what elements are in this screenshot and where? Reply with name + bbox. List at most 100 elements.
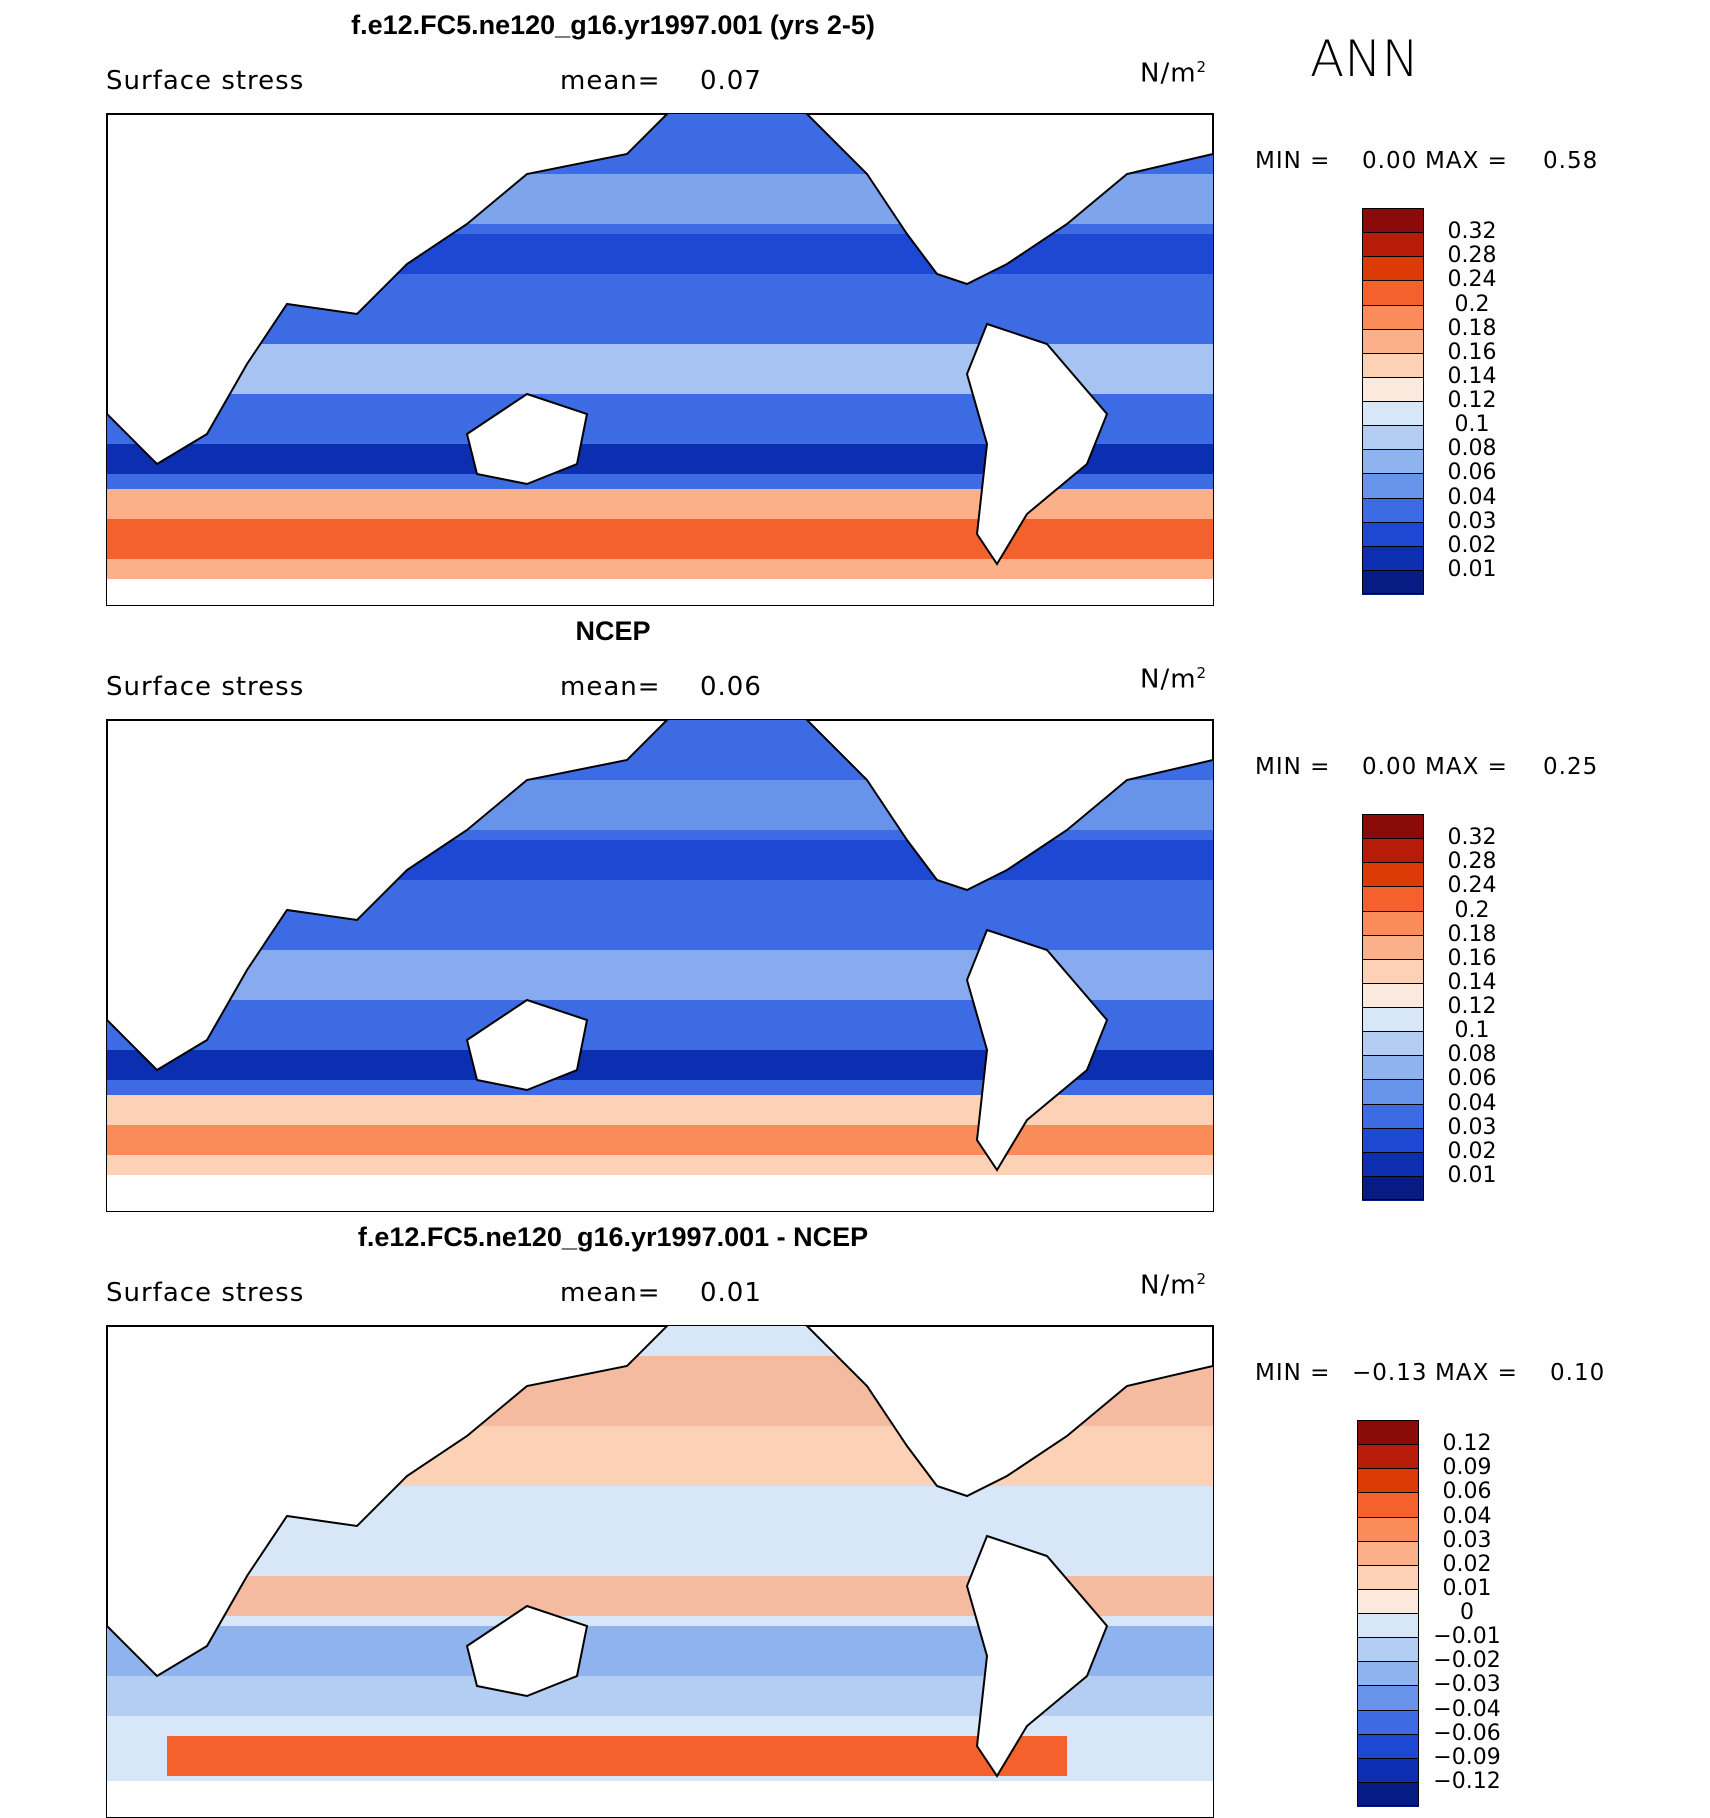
- colorbar-tick-label: 0.09: [1442, 1455, 1492, 1481]
- colorbar-swatch: [1362, 256, 1424, 282]
- colorbar-tick-label: 0.1: [1454, 1018, 1490, 1044]
- colorbar-tick-label: 0.12: [1447, 994, 1497, 1019]
- colorbar-tick-label: 0: [1460, 1600, 1474, 1625]
- colorbar-tick-label: 0.32: [1447, 219, 1497, 245]
- colorbar-frame: [1362, 814, 1424, 1200]
- colorbar-swatch: [1362, 425, 1424, 451]
- colorbar-tick-label: 0.14: [1447, 363, 1497, 389]
- panel-3-field: [107, 1326, 1213, 1817]
- colorbar-swatch: [1362, 982, 1424, 1008]
- colorbar-tick-label: 0.2: [1454, 897, 1490, 923]
- panel-1-colorbar: 0.32 0.28 0.24 0.2 0.18 0.16 0.14 0.12 0.1 0.08 0.…: [1362, 208, 1496, 595]
- colorbar-swatch: [1362, 376, 1424, 402]
- colorbar-tick-label: 0.16: [1447, 339, 1497, 365]
- panel-3-map: [106, 1325, 1214, 1818]
- colorbar-tick-label: 0.32: [1447, 825, 1497, 851]
- panel-3-variable: Surface stress: [106, 1278, 305, 1308]
- colorbar-swatch: [1362, 352, 1424, 378]
- colorbar-tick-label: 0.18: [1447, 921, 1497, 947]
- panel-1-units: N/m2: [1140, 58, 1208, 89]
- colorbar-swatch: [1357, 1468, 1419, 1494]
- colorbar-swatch: [1357, 1516, 1419, 1542]
- colorbar-tick-label: 0.12: [1447, 388, 1497, 413]
- colorbar-tick-label: 0.06: [1447, 460, 1497, 486]
- colorbar-tick-label: 0.03: [1442, 1527, 1492, 1553]
- panel-2-min-label: MIN =: [1255, 754, 1331, 780]
- panel-1-variable: Surface stress: [106, 66, 305, 96]
- panel-1-mean-value: 0.07: [700, 66, 762, 96]
- colorbar-swatch: [1362, 473, 1424, 499]
- colorbar-swatch: [1357, 1757, 1419, 1783]
- panel-2-title: NCEP: [575, 616, 651, 646]
- colorbar-tick-label: 0.04: [1447, 1090, 1497, 1116]
- colorbar-tick-label: 0.01: [1447, 1162, 1497, 1188]
- colorbar-tick-label: −0.09: [1433, 1744, 1501, 1770]
- colorbar-tick-label: −0.02: [1433, 1648, 1501, 1674]
- colorbar-tick-label: 0.24: [1447, 873, 1497, 899]
- panel-2-mean-label: mean=: [560, 672, 661, 702]
- colorbar-tick-label: 0.24: [1447, 267, 1497, 293]
- colorbar-tick-label: 0.01: [1442, 1575, 1492, 1601]
- colorbar-swatch: [1357, 1709, 1419, 1735]
- panel-1-mean-label: mean=: [560, 66, 661, 96]
- colorbar-swatch: [1362, 304, 1424, 330]
- colorbar-tick-label: −0.12: [1433, 1768, 1501, 1794]
- colorbar-swatch: [1362, 1079, 1424, 1105]
- colorbar-tick-label: 0.1: [1454, 412, 1490, 438]
- colorbar-swatch: [1362, 545, 1424, 571]
- panel-1-map: [106, 113, 1214, 606]
- panel-3-title: f.e12.FC5.ne120_g16.yr1997.001 - NCEP: [357, 1222, 869, 1252]
- colorbar-tick-label: 0.03: [1447, 508, 1497, 534]
- colorbar-swatch: [1362, 1151, 1424, 1177]
- colorbar-tick-label: 0.08: [1447, 1042, 1497, 1068]
- panel-3-mean-value: 0.01: [700, 1278, 762, 1308]
- panel-2-colorbar: 0.32 0.28 0.24 0.2 0.18 0.16 0.14 0.12 0.1 0.08 0.…: [1362, 814, 1496, 1201]
- colorbar-swatch: [1362, 521, 1424, 547]
- colorbar-tick-label: 0.28: [1447, 849, 1497, 875]
- colorbar-swatch: [1357, 1588, 1419, 1614]
- colorbar-swatch: [1357, 1661, 1419, 1687]
- season-label: ANN: [1310, 30, 1420, 88]
- colorbar-tick-label: 0.18: [1447, 315, 1497, 341]
- colorbar-tick-label: −0.06: [1433, 1720, 1501, 1746]
- colorbar-swatch: [1362, 1055, 1424, 1081]
- colorbar-tick-label: 0.01: [1447, 556, 1497, 582]
- colorbar-swatch: [1362, 886, 1424, 912]
- colorbar-frame: [1357, 1420, 1419, 1806]
- colorbar-tick-label: 0.16: [1447, 945, 1497, 971]
- colorbar-swatch: [1362, 814, 1424, 839]
- colorbar-swatch: [1362, 401, 1424, 427]
- colorbar-swatch: [1362, 208, 1424, 233]
- colorbar-tick-label: −0.01: [1433, 1624, 1501, 1650]
- colorbar-tick-label: 0.02: [1442, 1551, 1492, 1577]
- panel-3-min-label: MIN =: [1255, 1360, 1331, 1386]
- colorbar-swatch: [1362, 862, 1424, 888]
- panel-3-units: N/m2: [1140, 1270, 1208, 1301]
- colorbar-tick-label: 0.08: [1447, 436, 1497, 462]
- colorbar-swatch: [1357, 1564, 1419, 1590]
- panel-2-mean-value: 0.06: [700, 672, 762, 702]
- panel-2-min-value: 0.00: [1362, 754, 1418, 780]
- colorbar-tick-label: 0.03: [1447, 1114, 1497, 1140]
- colorbar-swatch: [1357, 1781, 1419, 1807]
- panel-2-field: [107, 720, 1213, 1211]
- colorbar-swatch: [1357, 1492, 1419, 1518]
- panel-3-mean-label: mean=: [560, 1278, 661, 1308]
- colorbar-swatch: [1357, 1444, 1419, 1470]
- panel-1-min-label: MIN =: [1255, 148, 1331, 174]
- colorbar-swatch: [1357, 1613, 1419, 1639]
- colorbar-swatch: [1362, 280, 1424, 306]
- colorbar-swatch: [1362, 449, 1424, 475]
- colorbar-swatch: [1362, 1007, 1424, 1033]
- colorbar-swatch: [1362, 232, 1424, 258]
- colorbar-swatch: [1362, 910, 1424, 936]
- panel-2-map: [106, 719, 1214, 1212]
- colorbar-tick-label: −0.03: [1433, 1672, 1501, 1698]
- colorbar-swatch: [1362, 958, 1424, 984]
- colorbar-tick-label: 0.28: [1447, 243, 1497, 269]
- colorbar-swatch: [1357, 1685, 1419, 1711]
- colorbar-tick-label: −0.04: [1433, 1696, 1501, 1722]
- panel-3-colorbar: 0.12 0.09 0.06 0.04 0.03 0.02 0.01 0 −0.01 −0.02−…: [1357, 1420, 1501, 1807]
- colorbar-swatch: [1362, 1031, 1424, 1057]
- colorbar-swatch: [1362, 328, 1424, 354]
